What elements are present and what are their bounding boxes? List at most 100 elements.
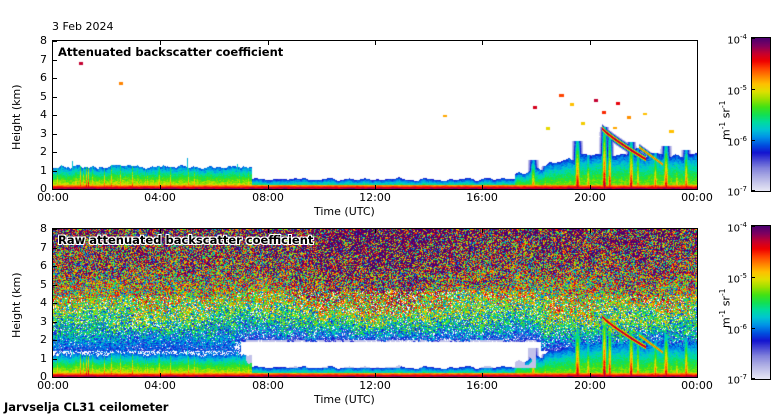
cb-mantissa-bottom-0: 10 <box>727 223 741 235</box>
y-tick-top-5 <box>52 97 57 98</box>
x-tick-bot-bottom-1 <box>160 373 161 378</box>
y-tick-top-0 <box>52 189 57 190</box>
y-tick-label-top-1: 1 <box>40 164 47 177</box>
x-tick-label-bottom-3: 12:00 <box>359 379 391 392</box>
y-tick-bottom-8 <box>52 229 57 230</box>
x-tick-label-top-0: 00:00 <box>37 191 69 204</box>
cb-exponent-top-2: -6 <box>740 135 747 143</box>
y-tick-label-top-8: 8 <box>40 34 47 47</box>
y-tick-label-bottom-0: 0 <box>40 370 47 383</box>
y-tick-label-top-2: 2 <box>40 145 47 158</box>
x-tick-bot-bottom-5 <box>590 373 591 378</box>
x-tick-bot-top-2 <box>268 185 269 190</box>
x-tick-bot-top-1 <box>160 185 161 190</box>
x-tick-bottom-4 <box>482 228 483 233</box>
x-tick-bot-bottom-2 <box>268 373 269 378</box>
cb-unit-exp2-top: -1 <box>718 100 727 109</box>
y-axis-label-top: Height (km) <box>10 84 23 150</box>
y-axis-label-bottom: Height (km) <box>10 272 23 338</box>
y-tick-top-1 <box>52 171 57 172</box>
colorbar-tick-label-top--7: 10-7 <box>717 184 747 198</box>
x-tick-bot-top-5 <box>590 185 591 190</box>
colorbar-tick-bottom--6 <box>751 328 755 329</box>
cb-mantissa-top-3: 10 <box>727 187 741 199</box>
colorbar-tick-bottom--4 <box>751 226 755 227</box>
y-tick-label-bottom-4: 4 <box>40 296 47 309</box>
x-tick-top-2 <box>268 40 269 45</box>
colorbar-tick-top--7 <box>751 190 755 191</box>
colorbar-bottom <box>751 225 771 380</box>
x-tick-top-4 <box>482 40 483 45</box>
y-tick-label-bottom-3: 3 <box>40 315 47 328</box>
y-tick-label-top-6: 6 <box>40 71 47 84</box>
cb-unit-exp1-top: -1 <box>718 121 727 130</box>
cb-mantissa-bottom-1: 10 <box>727 274 741 286</box>
x-tick-bot-top-3 <box>375 185 376 190</box>
cb-exponent-bottom-2: -6 <box>740 323 747 331</box>
y-tick-bottom-5 <box>52 285 57 286</box>
colorbar-tick-label-bottom--4: 10-4 <box>717 220 747 234</box>
x-tick-label-top-2: 08:00 <box>252 191 284 204</box>
x-tick-bottom-3 <box>375 228 376 233</box>
raw-attenuated-backscatter-heatmap <box>53 229 697 377</box>
colorbar-tick-label-bottom--5: 10-5 <box>717 271 747 285</box>
y-tick-label-bottom-8: 8 <box>40 222 47 235</box>
x-tick-label-bottom-0: 00:00 <box>37 379 69 392</box>
x-tick-bot-top-4 <box>482 185 483 190</box>
cb-unit-exp1-bottom: -1 <box>718 309 727 318</box>
colorbar-tick-bottom--7 <box>751 378 755 379</box>
cb-unit-sr-bottom: sr <box>719 296 733 310</box>
x-tick-label-bottom-6: 00:00 <box>681 379 713 392</box>
y-tick-top-6 <box>52 78 57 79</box>
x-tick-top-3 <box>375 40 376 45</box>
colorbar-tick-label-top--4: 10-4 <box>717 32 747 46</box>
x-tick-label-bottom-2: 08:00 <box>252 379 284 392</box>
site-instrument-label: Jarvselja CL31 ceilometer <box>4 400 169 414</box>
y-tick-label-bottom-2: 2 <box>40 333 47 346</box>
y-tick-bottom-1 <box>52 359 57 360</box>
colorbar-tick-label-top--6: 10-6 <box>717 134 747 148</box>
cb-mantissa-top-0: 10 <box>727 35 741 47</box>
cb-unit-exp2-bottom: -1 <box>718 288 727 297</box>
y-tick-label-bottom-1: 1 <box>40 352 47 365</box>
y-tick-top-3 <box>52 134 57 135</box>
x-axis-label-bottom: Time (UTC) <box>314 393 375 406</box>
cb-mantissa-top-2: 10 <box>727 137 741 149</box>
raw-attenuated-backscatter-panel <box>52 228 698 378</box>
colorbar-tick-label-top--5: 10-5 <box>717 83 747 97</box>
colorbar-tick-label-bottom--7: 10-7 <box>717 372 747 386</box>
x-tick-label-top-6: 00:00 <box>681 191 713 204</box>
cb-exponent-bottom-3: -7 <box>740 373 747 381</box>
cb-unit-sr-top: sr <box>719 108 733 122</box>
attenuated-backscatter-heatmap <box>53 41 697 189</box>
y-tick-label-top-7: 7 <box>40 53 47 66</box>
cb-exponent-top-0: -4 <box>740 33 747 41</box>
x-tick-label-bottom-5: 20:00 <box>574 379 606 392</box>
x-tick-label-top-3: 12:00 <box>359 191 391 204</box>
y-tick-top-4 <box>52 115 57 116</box>
x-tick-top-1 <box>160 40 161 45</box>
x-tick-label-top-5: 20:00 <box>574 191 606 204</box>
x-tick-label-bottom-4: 16:00 <box>466 379 498 392</box>
cb-exponent-bottom-1: -5 <box>740 272 747 280</box>
x-tick-label-bottom-1: 04:00 <box>144 379 176 392</box>
colorbar-tick-top--5 <box>751 89 755 90</box>
x-tick-bot-bottom-3 <box>375 373 376 378</box>
y-tick-bottom-6 <box>52 266 57 267</box>
x-tick-bottom-2 <box>268 228 269 233</box>
y-tick-label-bottom-6: 6 <box>40 259 47 272</box>
y-tick-label-bottom-5: 5 <box>40 278 47 291</box>
date-label: 3 Feb 2024 <box>52 20 114 33</box>
x-tick-bottom-1 <box>160 228 161 233</box>
cb-mantissa-top-1: 10 <box>727 86 741 98</box>
colorbar-gradient-bottom <box>752 226 770 379</box>
y-tick-label-top-3: 3 <box>40 127 47 140</box>
y-tick-bottom-7 <box>52 248 57 249</box>
x-axis-label-top: Time (UTC) <box>314 205 375 218</box>
attenuated-backscatter-panel <box>52 40 698 190</box>
y-tick-label-bottom-7: 7 <box>40 241 47 254</box>
cb-exponent-top-1: -5 <box>740 84 747 92</box>
colorbar-tick-bottom--5 <box>751 277 755 278</box>
y-tick-label-top-4: 4 <box>40 108 47 121</box>
cb-mantissa-bottom-3: 10 <box>727 375 741 387</box>
